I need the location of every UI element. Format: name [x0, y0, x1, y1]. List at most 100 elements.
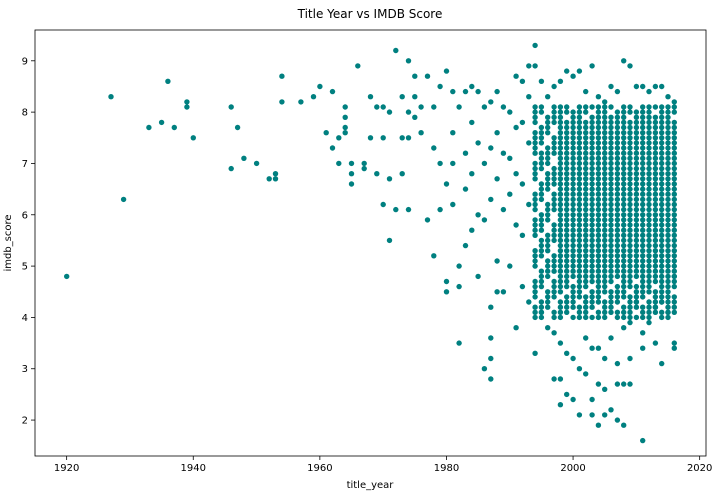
- data-point: [614, 237, 621, 244]
- data-point: [602, 119, 608, 126]
- data-point: [557, 150, 564, 156]
- data-point: [412, 73, 418, 79]
- data-point: [570, 109, 576, 115]
- data-point: [583, 176, 589, 182]
- data-point: [646, 201, 652, 208]
- data-point: [646, 181, 652, 187]
- data-point: [608, 294, 614, 300]
- data-point: [621, 165, 627, 172]
- data-point: [583, 206, 589, 213]
- data-point: [576, 237, 583, 244]
- data-point: [380, 135, 386, 141]
- data-point: [532, 278, 538, 285]
- data-point: [640, 345, 646, 351]
- data-point: [602, 355, 608, 362]
- data-point: [608, 150, 614, 156]
- data-point: [652, 289, 659, 295]
- data-point: [576, 119, 583, 126]
- data-point: [576, 160, 583, 167]
- data-point: [532, 191, 538, 197]
- data-point: [665, 227, 671, 233]
- data-point: [614, 263, 621, 269]
- data-point: [640, 104, 646, 110]
- data-point: [545, 201, 551, 208]
- data-point: [564, 350, 570, 356]
- data-point: [564, 150, 570, 156]
- data-point: [469, 171, 475, 177]
- data-point: [646, 248, 652, 254]
- data-point: [570, 140, 576, 146]
- data-point: [570, 299, 576, 305]
- data-point: [652, 294, 659, 300]
- data-point: [488, 304, 494, 310]
- data-point: [551, 376, 557, 382]
- data-point: [551, 237, 557, 244]
- data-point: [652, 242, 659, 249]
- data-point: [595, 222, 602, 228]
- data-point: [551, 109, 557, 115]
- data-point: [545, 186, 551, 192]
- data-point: [589, 206, 595, 213]
- data-point: [652, 176, 659, 182]
- data-point: [621, 304, 627, 310]
- data-point: [627, 222, 633, 228]
- data-point: [665, 278, 671, 285]
- data-point: [614, 191, 621, 197]
- data-point: [665, 314, 671, 321]
- data-point: [589, 227, 595, 233]
- data-point: [652, 140, 659, 146]
- data-point: [665, 309, 671, 315]
- data-point: [671, 309, 677, 315]
- data-point: [608, 299, 614, 305]
- data-point: [348, 160, 355, 167]
- data-point: [583, 242, 589, 249]
- data-point: [671, 130, 677, 136]
- data-point: [583, 201, 589, 208]
- data-point: [532, 227, 538, 233]
- data-point: [564, 263, 570, 269]
- data-point: [538, 283, 545, 290]
- data-point: [184, 104, 190, 110]
- data-point: [665, 150, 671, 156]
- data-point: [513, 325, 519, 331]
- data-point: [576, 309, 583, 315]
- data-point: [576, 130, 583, 136]
- data-point: [576, 206, 583, 213]
- data-point: [640, 119, 646, 126]
- data-point: [602, 278, 608, 285]
- data-point: [652, 186, 659, 192]
- data-point: [583, 124, 589, 131]
- data-point: [519, 78, 526, 85]
- data-point: [551, 253, 557, 259]
- data-point: [659, 165, 665, 172]
- data-point: [671, 273, 677, 280]
- data-point: [532, 196, 538, 203]
- data-point: [614, 253, 621, 259]
- data-point: [557, 248, 564, 254]
- data-point: [570, 155, 576, 161]
- data-point: [532, 140, 538, 146]
- data-point: [519, 283, 526, 290]
- data-point: [627, 232, 633, 238]
- data-point: [652, 124, 659, 131]
- data-point: [545, 181, 551, 187]
- data-point: [652, 268, 659, 274]
- data-point: [532, 206, 538, 213]
- data-point: [589, 201, 595, 208]
- data-point: [431, 145, 437, 151]
- data-point: [532, 114, 538, 121]
- data-point: [602, 386, 608, 392]
- data-point: [652, 196, 659, 203]
- data-point: [595, 309, 602, 315]
- data-point: [659, 263, 665, 269]
- data-point: [551, 135, 557, 141]
- data-point: [589, 140, 595, 146]
- data-point: [551, 104, 557, 110]
- data-point: [595, 171, 602, 177]
- data-point: [532, 258, 538, 264]
- data-point: [640, 222, 646, 228]
- data-point: [532, 263, 538, 269]
- data-point: [532, 289, 538, 295]
- data-point: [608, 407, 614, 413]
- data-point: [576, 186, 583, 192]
